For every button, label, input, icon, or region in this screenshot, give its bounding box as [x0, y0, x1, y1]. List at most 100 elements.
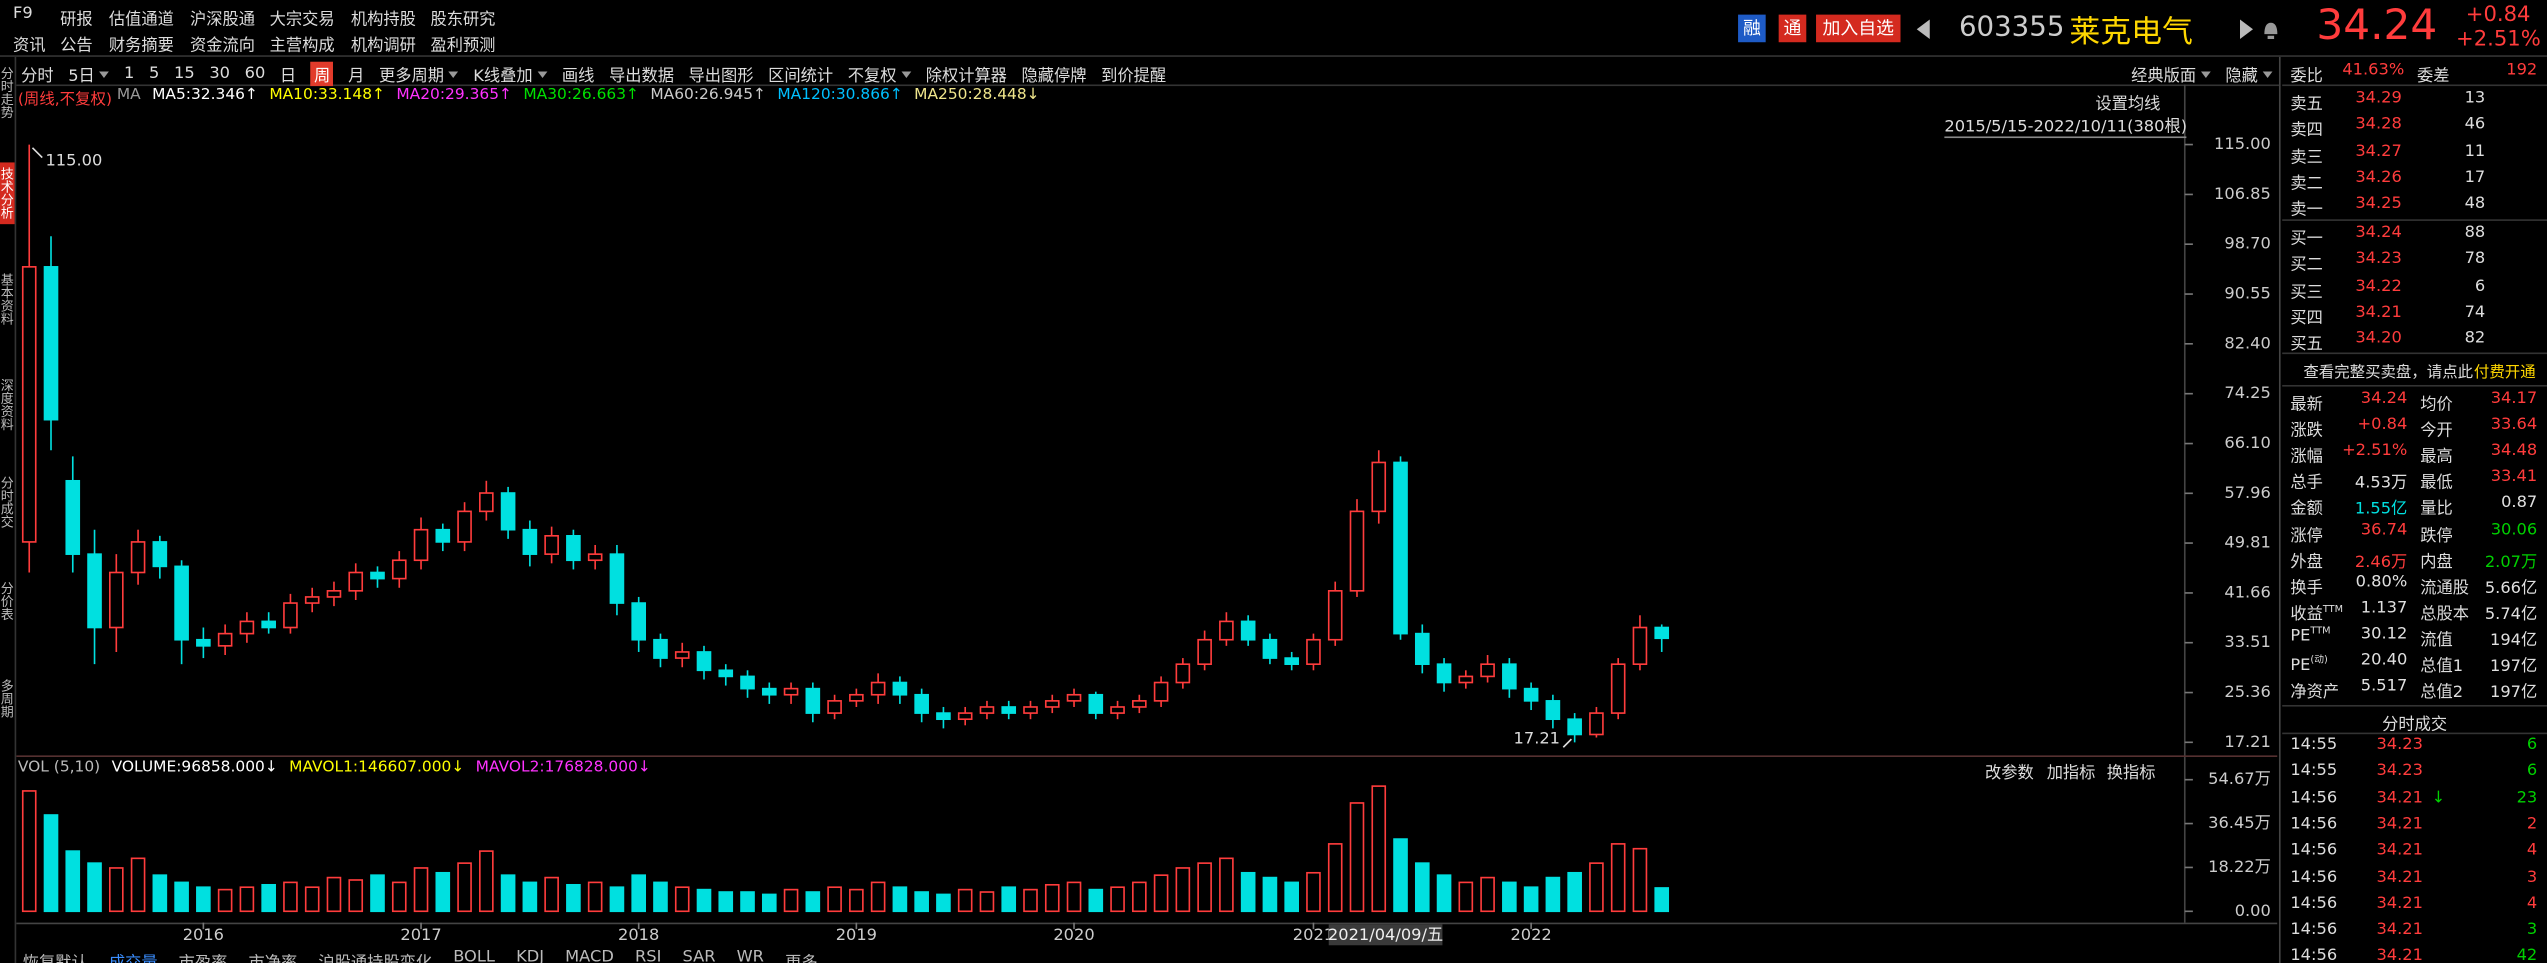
menu-item[interactable]: F9 — [12, 4, 33, 23]
menu-item[interactable]: 机构持股 — [350, 11, 416, 30]
toolbar-item[interactable]: 不复权 — [848, 61, 911, 85]
level-price: 34.28 — [2355, 115, 2402, 134]
stat-label: 内盘 — [2420, 553, 2453, 572]
toolbar-item[interactable]: 日 — [279, 67, 297, 86]
stat-label: PETTM — [2290, 625, 2331, 646]
toolbar-item[interactable]: 5日 — [68, 61, 109, 85]
indicator-button[interactable]: 加指标 — [2046, 765, 2096, 783]
stat-label: 外盘 — [2290, 553, 2323, 572]
toolbar-item[interactable]: 隐藏 — [2225, 62, 2272, 86]
menu-item[interactable]: 财务摘要 — [108, 37, 174, 56]
bottom-tab[interactable]: 市盈率 — [179, 949, 228, 963]
level-label: 卖四 — [2290, 122, 2323, 141]
indicator-button[interactable]: 换指标 — [2106, 765, 2156, 783]
bottom-tab[interactable]: 更多 — [785, 949, 817, 963]
level-price: 34.24 — [2355, 224, 2402, 243]
side-tab[interactable]: 技术分析 — [0, 162, 15, 225]
badge[interactable]: 融 — [1738, 14, 1766, 43]
trade-time: 14:56 — [2290, 921, 2338, 940]
side-tab[interactable]: 分时走势 — [0, 66, 15, 119]
menu-item[interactable]: 研报 — [60, 11, 93, 30]
menu-item[interactable]: 机构调研 — [350, 37, 416, 56]
add-watchlist-button[interactable]: 加入自选 — [1816, 14, 1901, 43]
indicator-button[interactable]: 改参数 — [1984, 765, 2034, 783]
bottom-tab[interactable]: KDJ — [516, 948, 545, 963]
toolbar-item[interactable]: 更多周期 — [379, 61, 459, 85]
bottom-tab[interactable]: 市净率 — [249, 949, 298, 963]
settings-button[interactable]: 设置均线 — [2095, 95, 2161, 114]
candle-body — [1458, 675, 1474, 684]
side-tab[interactable]: 分价表 — [0, 581, 15, 621]
side-tab[interactable]: 深度资料 — [0, 378, 15, 431]
trade-price: 34.21 — [2376, 868, 2423, 887]
toolbar-item[interactable]: 区间统计 — [768, 67, 834, 86]
menu-item[interactable]: 资讯 — [12, 37, 46, 56]
stat-label: 最新 — [2290, 396, 2323, 415]
toolbar-item[interactable]: 画线 — [561, 67, 595, 86]
toolbar-item[interactable]: 隐藏停牌 — [1021, 67, 1087, 86]
bottom-tab[interactable]: 恢复默认 — [23, 949, 88, 963]
level-price: 34.22 — [2355, 277, 2402, 295]
toolbar-item[interactable]: 经典版面 — [2131, 62, 2211, 86]
bottom-tab[interactable]: BOLL — [453, 948, 495, 963]
toolbar-item[interactable]: 分时 — [21, 67, 54, 86]
prev-arrow[interactable] — [1916, 19, 1930, 39]
toolbar-item[interactable]: K线叠加 — [473, 61, 547, 85]
x-tick-label: 2017 — [400, 925, 441, 944]
divider — [2278, 56, 2281, 963]
toolbar-item[interactable]: 60 — [244, 64, 266, 83]
candle-body — [566, 534, 581, 562]
bottom-tab[interactable]: 沪股通持股变化 — [318, 949, 432, 963]
y-tick-label: 49.81 — [2224, 533, 2270, 552]
menu-item[interactable]: 公告 — [60, 37, 93, 56]
toolbar-item[interactable]: 1 — [124, 64, 135, 83]
level-price: 34.23 — [2355, 250, 2402, 269]
volume-bar — [609, 886, 625, 913]
stat-label: 净资产 — [2290, 684, 2340, 702]
menu-item[interactable]: 股东研究 — [430, 11, 496, 30]
candle-body — [544, 534, 559, 555]
toolbar-item[interactable]: 15 — [174, 64, 195, 83]
toolbar-item[interactable]: 月 — [348, 67, 365, 86]
level-volume: 88 — [2464, 224, 2486, 243]
side-tab[interactable]: 分时成交 — [0, 475, 15, 528]
menu-item[interactable]: 主营构成 — [269, 37, 335, 56]
bottom-tab[interactable]: RSI — [634, 948, 662, 963]
menu-item[interactable]: 大宗交易 — [269, 11, 335, 30]
x-tick-label: 2021 — [1293, 925, 1334, 944]
trade-volume: 4 — [2526, 894, 2538, 913]
stat-value: 33.64 — [2490, 415, 2538, 434]
trade-price: 34.23 — [2376, 762, 2423, 781]
side-tab[interactable]: 基本资料 — [0, 272, 15, 325]
side-tab[interactable]: 多周期 — [0, 678, 15, 718]
next-arrow[interactable] — [2239, 19, 2253, 39]
menu-item[interactable]: 盈利预测 — [430, 37, 496, 56]
toolbar-item[interactable]: 导出数据 — [608, 67, 674, 86]
notice-link[interactable]: 付费开通 — [2473, 363, 2536, 382]
badge[interactable]: 通 — [1778, 14, 1807, 43]
alert-icon[interactable] — [2264, 22, 2278, 39]
bottom-tab[interactable]: WR — [736, 948, 764, 963]
ma-label: MA250:28.448↓ — [914, 86, 1040, 104]
menu-item[interactable]: 沪深股通 — [190, 11, 256, 30]
toolbar-item[interactable]: 到价提醒 — [1101, 67, 1167, 86]
candle-body — [805, 687, 821, 714]
divider — [0, 55, 2547, 57]
stat-label: 最高 — [2420, 448, 2453, 467]
menu-item[interactable]: 估值通道 — [108, 11, 174, 30]
level-volume: 6 — [2474, 277, 2486, 295]
toolbar-item[interactable]: 30 — [209, 64, 230, 83]
bottom-tab[interactable]: SAR — [682, 948, 716, 963]
bottom-tab[interactable]: 成交量 — [109, 949, 158, 963]
trade-time: 14:56 — [2290, 894, 2338, 913]
toolbar-item[interactable]: 周 — [310, 60, 334, 86]
level-volume: 74 — [2464, 303, 2486, 322]
toolbar-item[interactable]: 导出图形 — [688, 67, 754, 86]
candle-body — [87, 553, 102, 629]
label: 委比 — [2290, 68, 2323, 87]
toolbar-item[interactable]: 除权计算器 — [925, 67, 1007, 86]
bottom-tab[interactable]: MACD — [565, 948, 614, 963]
trade-volume: 23 — [2516, 788, 2538, 807]
toolbar-item[interactable]: 5 — [149, 64, 160, 83]
menu-item[interactable]: 资金流向 — [190, 37, 256, 56]
